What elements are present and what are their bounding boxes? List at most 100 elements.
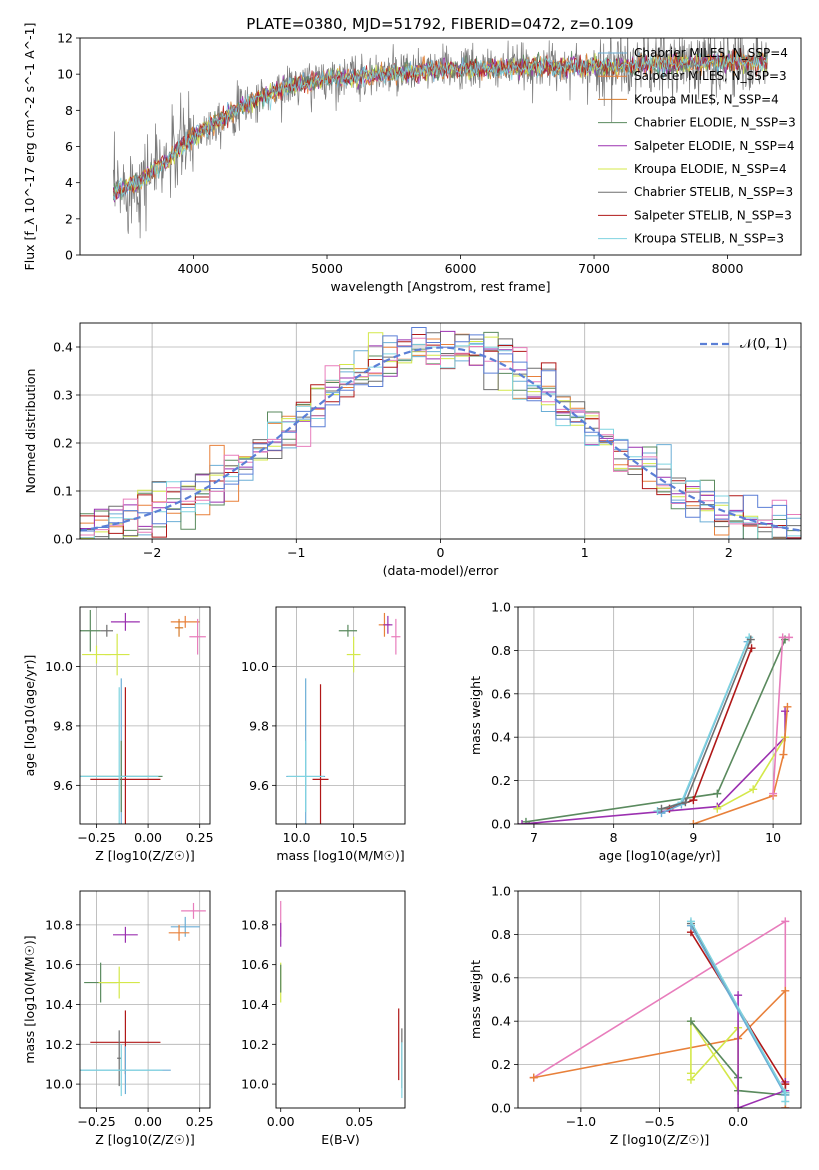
y-tick-label: 1.0 [491,600,511,615]
plot-area [80,902,206,1097]
normal-curve [80,346,801,532]
x-tick-label: 0.25 [186,1114,214,1129]
y-tick-label: 9.8 [53,718,73,733]
x-tick-label: −0.25 [77,1114,115,1129]
axes-frame [275,606,406,825]
spectrum-model-line [113,49,768,202]
y-axis-label: mass weight [468,960,483,1039]
legend-label: Kroupa STELIB, N_SSP=3 [634,232,784,246]
series-marker [779,750,788,759]
series-marker [769,789,778,798]
errorbar-point [287,740,324,813]
errorbar-point [117,1030,122,1087]
y-tick-label: 10.6 [241,957,269,972]
errorbar-point [80,1044,163,1097]
series-marker [781,917,790,926]
x-tick-label: 9 [689,830,697,845]
series-marker [518,820,526,824]
y-tick-label: 12 [57,31,73,46]
panel-residuals: −2 −1 0 1 2 0.0 0.1 0.2 0.3 0.4 (data-model)/error… [23,322,802,578]
axes-frame [79,890,211,1109]
x-axis-label: age [log10(age/yr)] [599,848,721,863]
x-tick-label: 7000 [578,261,610,276]
errorbar-point [346,636,361,673]
y-tick-label: 0.4 [53,340,73,355]
legend: Chabrier MILES, N_SSP=4 Salpeter MILES, N… [598,46,796,246]
y-tick-label: 0.1 [53,484,73,499]
series-line [521,711,786,824]
x-axis-label: wavelength [Angstrom, rest frame] [330,279,550,294]
x-axis-label: Z [log10(Z/Z☉)] [95,1132,195,1147]
series-marker [781,1080,790,1089]
errorbar-point [170,916,200,937]
series-line [657,637,750,812]
series-marker [781,986,790,995]
panel-spectrum: 4000 5000 6000 7000 8000 0 2 4 6 8 10 12 wavelength … [22,23,802,294]
x-tick-label: −0.5 [644,1114,674,1129]
errorbar-point [110,612,140,631]
y-tick-label: 10.8 [241,917,269,932]
y-tick-label: 0.0 [491,817,511,832]
errorbar-point [189,618,206,655]
legend-label: Salpeter STELIB, N_SSP=3 [634,208,792,222]
panel-age_vs_Z: −0.25 0.00 0.25 9.6 9.8 10.0 Z [log10(Z/Z☉)] ag… [22,606,214,863]
legend-label: Salpeter ELODIE, N_SSP=4 [634,139,795,153]
errorbar-point [100,624,114,637]
y-tick-label: 0.2 [53,436,73,451]
errorbar-point [168,924,190,941]
x-tick-label: 0.00 [134,1114,162,1129]
legend-label: Salpeter MILES, N_SSP=3 [634,69,787,83]
x-tick-label: −0.25 [77,830,115,845]
series-marker [657,804,666,813]
y-tick-label: 10.0 [241,1077,269,1092]
y-tick-label: 8 [65,103,73,118]
x-tick-label: 5000 [311,261,343,276]
histogram-step [80,337,801,536]
y-tick-label: 10 [57,67,73,82]
plot-area [518,633,794,824]
y-tick-label: 10.2 [45,1037,73,1052]
series-marker [521,817,530,824]
x-tick-label: 0.05 [345,1114,373,1129]
histogram-step [80,327,788,539]
x-tick-label: 0.0 [728,1114,748,1129]
plot-area [529,917,790,1108]
y-tick-label: 0.8 [491,927,511,942]
axes-frame [517,606,802,825]
series-line [690,1018,739,1094]
y-tick-label: 10.4 [45,997,73,1012]
errorbar-point [181,902,206,919]
x-tick-label: 8 [610,830,618,845]
y-tick-label: 0.6 [491,970,511,985]
panel-age_vs_mass: 10.0 10.5 9.6 9.8 10.0 mass [log10(M/M☉)] [241,606,406,863]
errorbar-point [338,624,358,637]
figure-title: PLATE=0380, MJD=51792, FIBERID=0472, z=0… [246,15,633,33]
series-marker [749,785,758,794]
errorbar-point [312,684,329,824]
y-tick-label: 0.2 [491,773,511,788]
series-marker [713,804,722,813]
errorbar-point [80,609,101,652]
y-tick-label: 10.0 [241,659,269,674]
axes-frame [79,37,802,256]
x-tick-label: 2 [725,545,733,560]
errorbar-point [174,618,184,637]
panel-massweight_vs_age: 7 8 9 10 0.0 0.2 0.4 0.6 0.8 1.0 age [log10(age/yr… [468,600,802,863]
axes-frame [79,606,211,825]
x-tick-label: 0.00 [267,1114,295,1129]
x-tick-label: 8000 [712,261,744,276]
y-tick-label: 0.4 [491,1014,511,1029]
legend-label: Kroupa MILES, N_SSP=4 [634,92,779,106]
y-tick-label: 9.8 [249,718,269,733]
x-tick-label: 7 [530,830,538,845]
y-tick-label: 9.6 [249,778,269,793]
x-tick-label: −1.0 [566,1114,596,1129]
plot-area [280,900,403,1099]
y-axis-label: mass weight [468,676,483,755]
charts-group: 4000 5000 6000 7000 8000024681012wavelength … [22,23,802,1147]
y-tick-label: 10.6 [45,957,73,972]
series-marker [689,820,698,824]
errorbar-point [391,618,401,655]
x-axis-label: Z [log10(Z/Z☉)] [610,1132,710,1147]
errorbar-point [90,687,161,824]
